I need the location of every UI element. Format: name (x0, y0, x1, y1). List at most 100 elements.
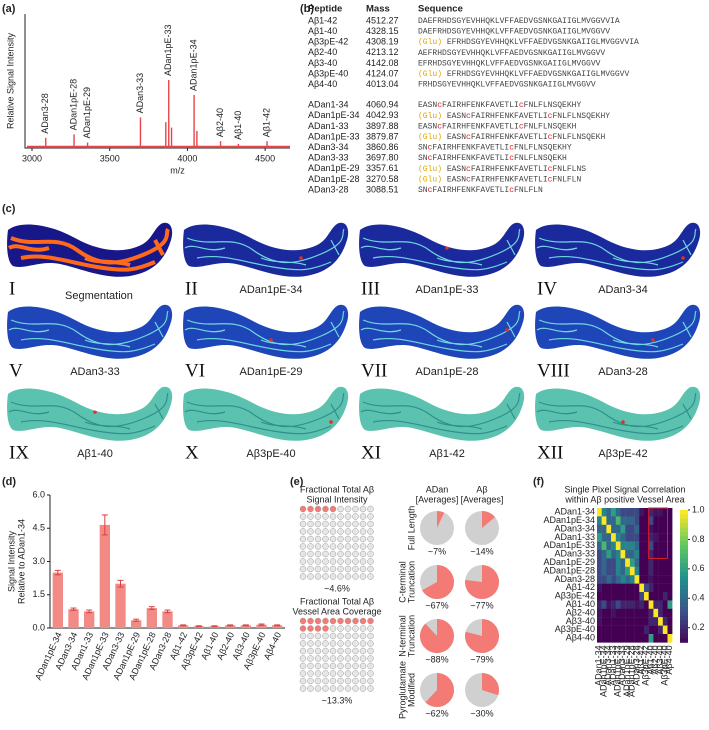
hotspot (651, 338, 655, 342)
dot (307, 558, 314, 565)
heat-cell (639, 600, 645, 609)
colorbar-label: 0.2 (692, 622, 705, 632)
heat-cell (653, 634, 659, 643)
colorbar-step (680, 518, 688, 524)
sequence-part: FAIRHFENKFAVETLI (471, 176, 548, 185)
dot (322, 685, 329, 692)
heat-cell (644, 600, 649, 609)
heat-cell (606, 550, 612, 559)
heat-cell (629, 592, 635, 601)
col-label: ADan3-33 (617, 645, 627, 686)
heat-cell (620, 566, 626, 576)
sequence-part: c (466, 133, 471, 142)
tile-label: Segmentation (65, 290, 133, 302)
dot (337, 625, 344, 632)
heat-cell (639, 583, 645, 593)
dot (337, 573, 344, 580)
dot (307, 573, 314, 580)
dot (299, 573, 307, 580)
sequence-part: c (548, 112, 553, 121)
col-label: ADan1-33 (608, 645, 618, 686)
dot (307, 647, 314, 655)
peptide-name: ADan3-28 (308, 184, 349, 194)
highlight-box (648, 507, 669, 559)
dot (314, 632, 322, 640)
dot (329, 677, 337, 685)
col-label: ADan1pE-28 (627, 645, 637, 697)
dot (344, 677, 352, 685)
error-bar (211, 625, 218, 628)
pie-label: ~79% (470, 654, 493, 664)
tissue-image: VI ADan1pE-29 (183, 304, 349, 381)
error-bar (117, 579, 124, 588)
dot (352, 543, 359, 550)
dot (307, 685, 314, 692)
tile-label: Aβ1-40 (77, 448, 113, 460)
heat-cell (601, 608, 607, 618)
heat-cell (597, 524, 602, 534)
heat-cell (648, 533, 654, 542)
heat-cell (601, 617, 607, 626)
colorbar-label: 0.8 (692, 534, 705, 544)
heat-cell (606, 583, 612, 593)
col-label: Aβ2-40 (650, 645, 660, 674)
dot (307, 543, 314, 550)
peptide-name: Aβ4-40 (308, 79, 337, 89)
heat-cell (620, 533, 626, 542)
heat-cell (658, 600, 663, 609)
dot (299, 670, 307, 677)
heat-cell (662, 550, 668, 559)
heat-cell (597, 617, 602, 626)
heat-cell (629, 583, 635, 593)
row-label: Aβ3pE-42 (555, 591, 595, 601)
bar (52, 572, 64, 628)
row-label: ADan1pE-34 (543, 515, 595, 525)
dot (307, 632, 314, 640)
heat-cell (653, 566, 659, 576)
heat-cell (615, 508, 621, 517)
heat-cell (606, 617, 612, 626)
heat-cell (667, 524, 673, 534)
heat-cell (634, 524, 640, 534)
heat-cell (648, 634, 654, 643)
dot (359, 670, 367, 677)
heat-cell (658, 508, 663, 517)
tile-numeral: VII (361, 360, 387, 381)
bar (68, 609, 79, 628)
tile-numeral: III (361, 278, 380, 299)
heat-cell (658, 634, 663, 643)
tissue-shape (359, 304, 525, 359)
heat-cell (658, 558, 663, 567)
column-header: ADan (426, 484, 449, 494)
heat-cell (611, 516, 616, 525)
peptide-sequence: SNcFAIRHFENKFAVETLIcFNLFLN (418, 186, 543, 195)
heat-cell (625, 592, 631, 601)
heat-cell (667, 508, 673, 517)
heat-cell (667, 617, 673, 626)
dot (367, 677, 374, 685)
heat-cell (625, 558, 631, 567)
peptide-sequence: FRHDSGYEVHHQKLVFFAEDVGSNKGAIIGLMVGGVV (418, 81, 596, 90)
heat-cell (658, 550, 663, 559)
error-bar (54, 569, 61, 576)
tissue-image: XI Aβ1-42 (359, 386, 525, 463)
tile-label: ADan3-33 (70, 366, 120, 378)
dot (299, 685, 307, 692)
heat-cell (625, 575, 631, 584)
tile-numeral: VIII (537, 360, 570, 381)
sequence-part: FNLFLN (514, 186, 543, 195)
sequence-part: FNLFLNS (552, 165, 586, 174)
heat-cell (606, 533, 612, 542)
heat-cell (648, 508, 654, 517)
hotspot (621, 420, 625, 424)
dot (352, 647, 359, 655)
bar (271, 625, 283, 628)
heat-cell (634, 617, 640, 626)
dot (352, 520, 359, 528)
dot (359, 573, 367, 580)
colorbar-step (680, 598, 688, 604)
row-label: ADan3-33 (554, 549, 595, 559)
colorbar-step (680, 549, 688, 555)
heat-cell (644, 608, 649, 618)
colorbar-step (680, 585, 688, 590)
